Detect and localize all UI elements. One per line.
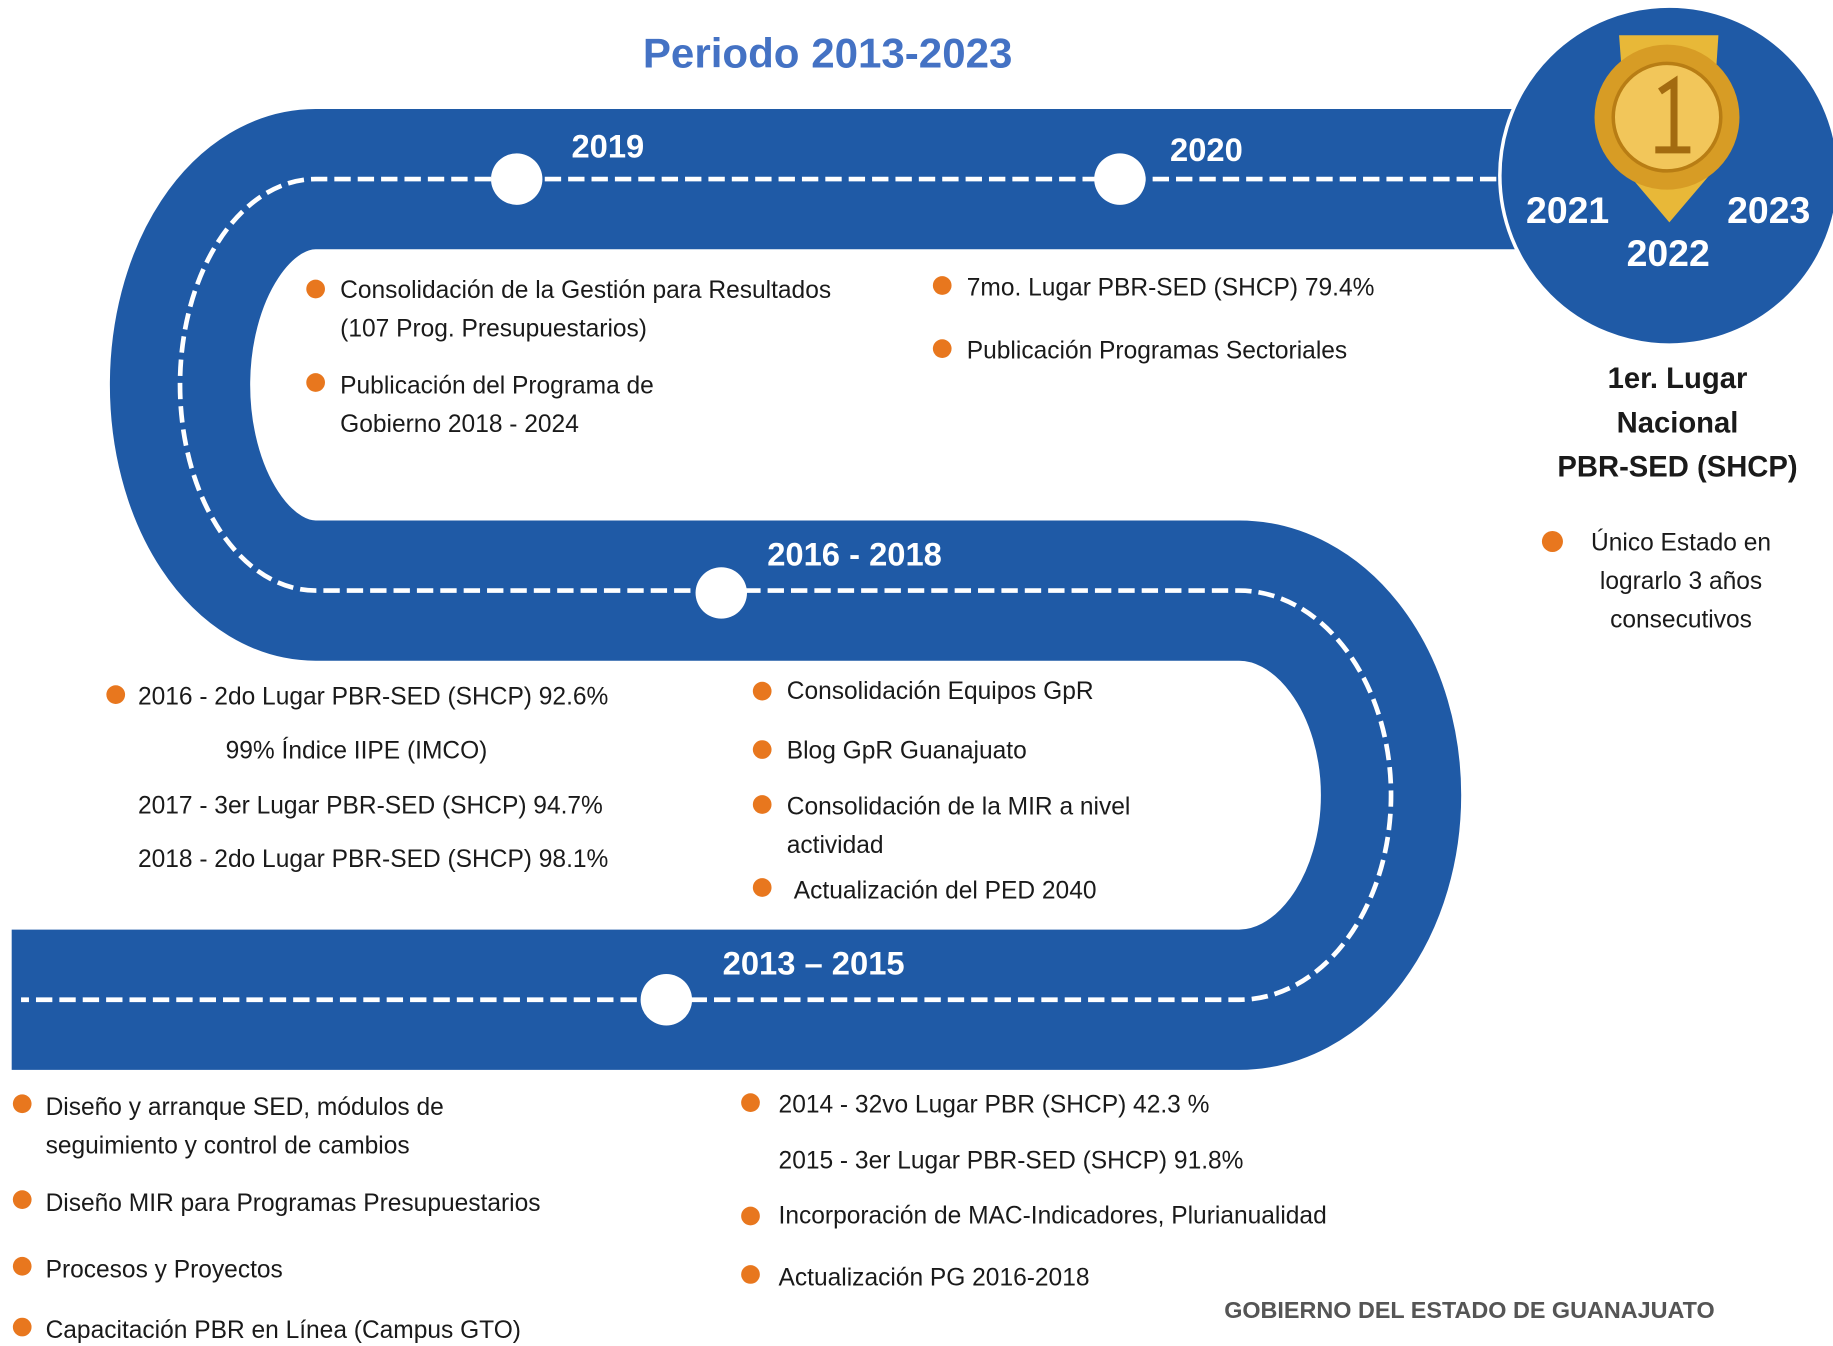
bullet <box>753 878 772 897</box>
item: 2016 - 2do Lugar PBR-SED (SHCP) 92.6% <box>138 684 608 711</box>
item: Publicación Programas Sectoriales <box>967 338 1347 365</box>
item: 7mo. Lugar PBR-SED (SHCP) 79.4% <box>967 274 1375 301</box>
item: Publicación del Programa de <box>340 373 654 400</box>
item: Diseño MIR para Programas Presupuestario… <box>46 1190 541 1217</box>
item: Diseño y arranque SED, módulos de <box>46 1094 444 1121</box>
item: 2018 - 2do Lugar PBR-SED (SHCP) 98.1% <box>138 846 608 873</box>
bullet <box>741 1265 760 1284</box>
bullet <box>753 740 772 759</box>
bullet <box>741 1207 760 1226</box>
bullet <box>1542 531 1563 552</box>
bullet <box>933 339 952 358</box>
bullet <box>753 682 772 701</box>
bullet <box>13 1257 32 1276</box>
item: Procesos y Proyectos <box>46 1256 283 1283</box>
item: Blog GpR Guanajuato <box>787 737 1027 764</box>
item: actividad <box>787 832 884 859</box>
milestone-dot <box>696 567 747 618</box>
item: 2014 - 32vo Lugar PBR (SHCP) 42.3 % <box>779 1092 1210 1119</box>
item: Consolidación de la MIR a nivel <box>787 794 1131 821</box>
page: {"header": {"subtitle": "Periodo 2013-20… <box>0 0 1833 1346</box>
bullet <box>306 373 325 392</box>
milestone-label: 2019 <box>571 127 644 164</box>
award-year: 2022 <box>1627 232 1710 274</box>
item: Consolidación Equipos GpR <box>787 678 1094 705</box>
bullet <box>306 280 325 299</box>
item: (107 Prog. Presupuestarios) <box>340 315 647 342</box>
item: 2017 - 3er Lugar PBR-SED (SHCP) 94.7% <box>138 792 603 819</box>
item: Gobierno 2018 - 2024 <box>340 411 579 438</box>
milestone-label: 2020 <box>1170 131 1243 168</box>
bullet <box>13 1190 32 1209</box>
milestone-dot <box>1094 153 1145 204</box>
bullet <box>741 1093 760 1112</box>
bullet <box>753 795 772 814</box>
item: 2015 - 3er Lugar PBR-SED (SHCP) 91.8% <box>779 1148 1244 1175</box>
award-text: lograrlo 3 años <box>1600 568 1762 595</box>
subtitle: Periodo 2013-2023 <box>643 29 1013 76</box>
item: 99% Índice IIPE (IMCO) <box>226 737 488 764</box>
item: seguimiento y control de cambios <box>46 1133 410 1160</box>
bullet <box>933 276 952 295</box>
bullet <box>13 1318 32 1337</box>
bullet <box>13 1094 32 1113</box>
milestone-label: 2016 - 2018 <box>767 535 942 572</box>
item: Consolidación de la Gestión para Resulta… <box>340 277 831 304</box>
medal-face <box>1613 63 1721 171</box>
milestone-dot <box>641 974 692 1025</box>
milestone-label: 2013 – 2015 <box>723 944 905 981</box>
award-title: Nacional <box>1617 407 1739 439</box>
award-title: 1er. Lugar <box>1608 363 1748 395</box>
item: Incorporación de MAC-Indicadores, Pluria… <box>779 1203 1327 1230</box>
milestone-dot <box>491 153 542 204</box>
footer: GOBIERNO DEL ESTADO DE GUANAJUATO <box>1224 1297 1715 1323</box>
award-text: consecutivos <box>1610 606 1752 633</box>
infographic: Periodo 2013-2023 2021 2022 2023 1er. Lu… <box>0 0 1833 1346</box>
item: Capacitación PBR en Línea (Campus GTO) <box>46 1317 521 1344</box>
award-text: Único Estado en <box>1591 529 1771 556</box>
award-year: 2021 <box>1526 189 1609 231</box>
award-year: 2023 <box>1727 189 1810 231</box>
item: Actualización del PED 2040 <box>794 878 1097 905</box>
award-title: PBR-SED (SHCP) <box>1557 452 1797 484</box>
bullet <box>106 685 125 704</box>
item: Actualización PG 2016-2018 <box>779 1265 1090 1292</box>
